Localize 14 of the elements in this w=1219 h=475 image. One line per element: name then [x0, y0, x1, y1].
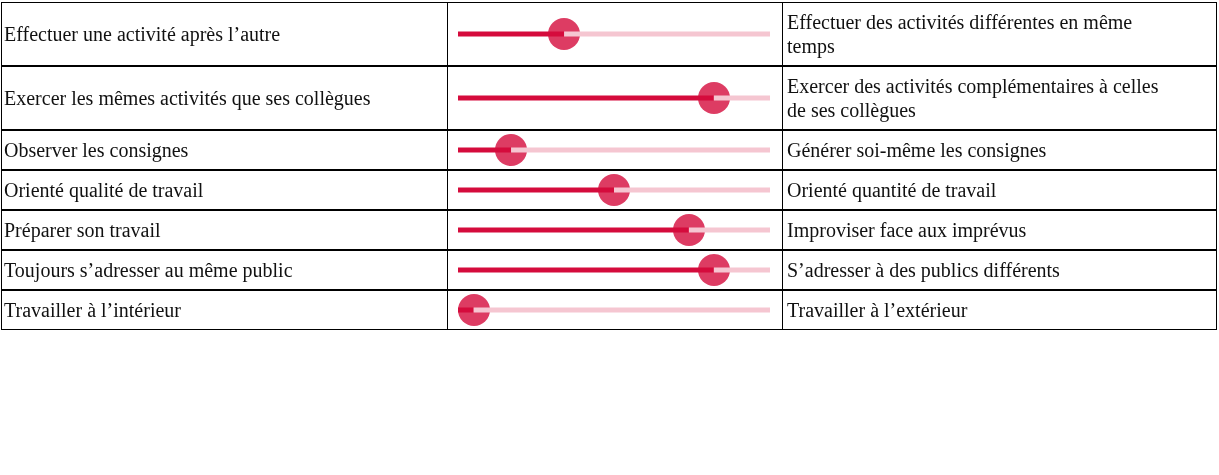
y-tick-label: Préparer son travail — [4, 219, 162, 242]
y2-tick-label: S’adresser à des publics différents — [787, 259, 1061, 282]
y-tick-label: Toujours s’adresser au même public — [4, 259, 293, 282]
y-tick-label: Effectuer une activité après l’autre — [4, 23, 281, 46]
y2-tick-label: Improviser face aux imprévus — [787, 219, 1027, 242]
y2-tick-label: Générer soi-même les consignes — [787, 139, 1047, 162]
y2-tick-label: Exercer des activités complémentaires à celles de ses collègues — [787, 75, 1164, 122]
y-tick-label: Exercer les mêmes activités que ses collègues — [4, 87, 371, 110]
y-tick-label: Observer les consignes — [4, 139, 189, 162]
y-tick-label: Travailler à l’intérieur — [4, 299, 182, 321]
y2-tick-label: Effectuer des activités différentes en même temps — [787, 11, 1138, 58]
y2-tick-label: Orienté quantité de travail — [787, 179, 997, 202]
y-tick-label: Orienté qualité de travail — [4, 179, 204, 202]
y2-tick-label: Travailler à l’extérieur — [787, 299, 968, 321]
